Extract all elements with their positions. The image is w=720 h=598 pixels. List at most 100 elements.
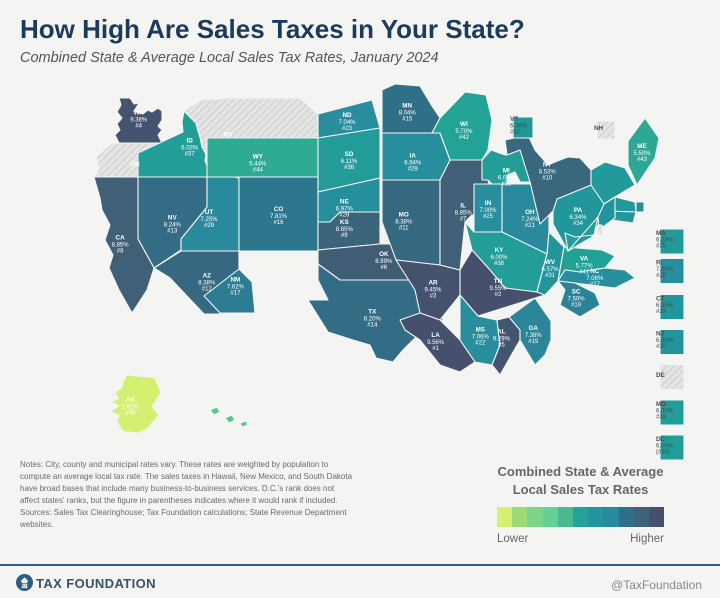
svg-text:CO: CO: [274, 206, 284, 213]
svg-text:#10: #10: [542, 176, 553, 182]
svg-text:TX: TX: [368, 309, 377, 316]
svg-text:#25: #25: [483, 214, 494, 220]
svg-text:KY: KY: [495, 247, 505, 254]
svg-text:#38: #38: [501, 182, 512, 188]
svg-text:6.35%: 6.35%: [656, 303, 674, 309]
svg-text:MD: MD: [656, 401, 666, 408]
svg-text:#44: #44: [253, 167, 264, 173]
svg-text:OR: OR: [130, 161, 140, 168]
svg-text:#25: #25: [656, 273, 667, 279]
svg-text:SC: SC: [572, 288, 581, 295]
svg-text:#4: #4: [135, 124, 142, 130]
svg-text:#43: #43: [637, 157, 648, 163]
svg-text:#8: #8: [117, 248, 124, 254]
svg-text:#38: #38: [656, 415, 667, 421]
svg-text:#9: #9: [341, 233, 348, 239]
svg-text:MI: MI: [503, 168, 510, 175]
svg-text:SD: SD: [345, 151, 354, 158]
svg-text:WI: WI: [460, 121, 468, 128]
svg-text:MA: MA: [656, 230, 666, 237]
svg-text:#46: #46: [125, 411, 136, 417]
svg-text:ME: ME: [637, 143, 646, 150]
svg-text:#21: #21: [525, 223, 536, 229]
svg-text:PA: PA: [574, 207, 583, 214]
svg-text:IN: IN: [485, 200, 492, 207]
svg-text:MT: MT: [224, 132, 233, 139]
svg-text:MS: MS: [476, 327, 485, 334]
svg-text:UT: UT: [205, 209, 214, 216]
svg-text:WV: WV: [545, 259, 556, 266]
svg-text:#42: #42: [459, 135, 470, 141]
svg-text:#37: #37: [185, 152, 196, 158]
svg-text:VT: VT: [510, 116, 518, 123]
svg-text:ND: ND: [342, 112, 352, 119]
svg-text:#18: #18: [571, 302, 582, 308]
svg-text:#6: #6: [380, 265, 387, 271]
svg-text:6.00%: 6.00%: [656, 443, 674, 449]
svg-text:#19: #19: [528, 339, 539, 345]
svg-text:AR: AR: [428, 280, 438, 287]
svg-text:NY: NY: [543, 162, 553, 169]
svg-text:AZ: AZ: [203, 272, 212, 279]
svg-text:DE: DE: [656, 372, 665, 379]
svg-text:TN: TN: [494, 278, 503, 285]
svg-text:#22: #22: [475, 341, 486, 347]
svg-text:#29: #29: [204, 223, 215, 229]
svg-text:DC: DC: [656, 436, 666, 443]
svg-text:6.00%: 6.00%: [656, 408, 674, 414]
svg-text:VA: VA: [580, 255, 589, 262]
svg-text:RI: RI: [656, 260, 663, 267]
svg-text:#36: #36: [344, 165, 355, 171]
svg-text:(#38): (#38): [656, 450, 670, 456]
svg-text:6.25%: 6.25%: [656, 237, 674, 243]
svg-text:#33: #33: [656, 309, 667, 315]
svg-text:#30: #30: [656, 344, 667, 350]
svg-text:CA: CA: [116, 234, 126, 241]
svg-text:#3: #3: [430, 294, 437, 300]
svg-text:#23: #23: [342, 126, 353, 132]
svg-text:AK: AK: [126, 397, 136, 404]
svg-text:#41: #41: [579, 269, 590, 275]
svg-text:#14: #14: [367, 323, 378, 329]
svg-text:MN: MN: [402, 102, 412, 109]
svg-text:OK: OK: [379, 251, 389, 258]
svg-text:MO: MO: [399, 212, 409, 219]
svg-text:LA: LA: [431, 332, 440, 339]
svg-text:#28: #28: [339, 212, 350, 218]
svg-text:#27: #27: [590, 282, 601, 288]
svg-text:NV: NV: [168, 214, 178, 221]
svg-text:AL: AL: [497, 328, 506, 335]
svg-text:#1: #1: [432, 346, 439, 352]
svg-text:#17: #17: [230, 291, 241, 297]
svg-text:IA: IA: [410, 153, 417, 160]
svg-text:#29: #29: [408, 167, 419, 173]
svg-text:#35: #35: [656, 244, 667, 250]
svg-text:WY: WY: [253, 153, 264, 160]
svg-text:OH: OH: [525, 209, 535, 216]
svg-text:NJ: NJ: [656, 331, 665, 338]
svg-text:6.60%: 6.60%: [656, 338, 674, 344]
svg-text:NH: NH: [594, 125, 604, 132]
svg-text:#32: #32: [510, 130, 521, 136]
svg-text:KS: KS: [340, 219, 349, 226]
svg-text:#11: #11: [399, 226, 409, 232]
svg-text:NM: NM: [231, 277, 241, 284]
svg-text:IL: IL: [460, 203, 466, 210]
svg-text:#7: #7: [460, 217, 467, 223]
svg-text:WA: WA: [134, 110, 145, 117]
svg-text:GA: GA: [528, 325, 538, 332]
svg-text:#16: #16: [273, 220, 284, 226]
svg-text:#31: #31: [545, 273, 556, 279]
svg-text:#15: #15: [402, 116, 413, 122]
svg-text:#5: #5: [498, 342, 505, 348]
svg-text:6.36%: 6.36%: [510, 123, 528, 129]
svg-text:#12: #12: [202, 286, 213, 292]
svg-text:#13: #13: [167, 228, 178, 234]
svg-text:ID: ID: [187, 138, 194, 145]
svg-text:CT: CT: [656, 296, 665, 303]
svg-text:#38: #38: [494, 261, 505, 267]
svg-text:#2: #2: [495, 292, 502, 298]
svg-text:#34: #34: [573, 221, 584, 227]
svg-text:7.00%: 7.00%: [656, 267, 674, 273]
svg-text:NC: NC: [590, 268, 600, 275]
